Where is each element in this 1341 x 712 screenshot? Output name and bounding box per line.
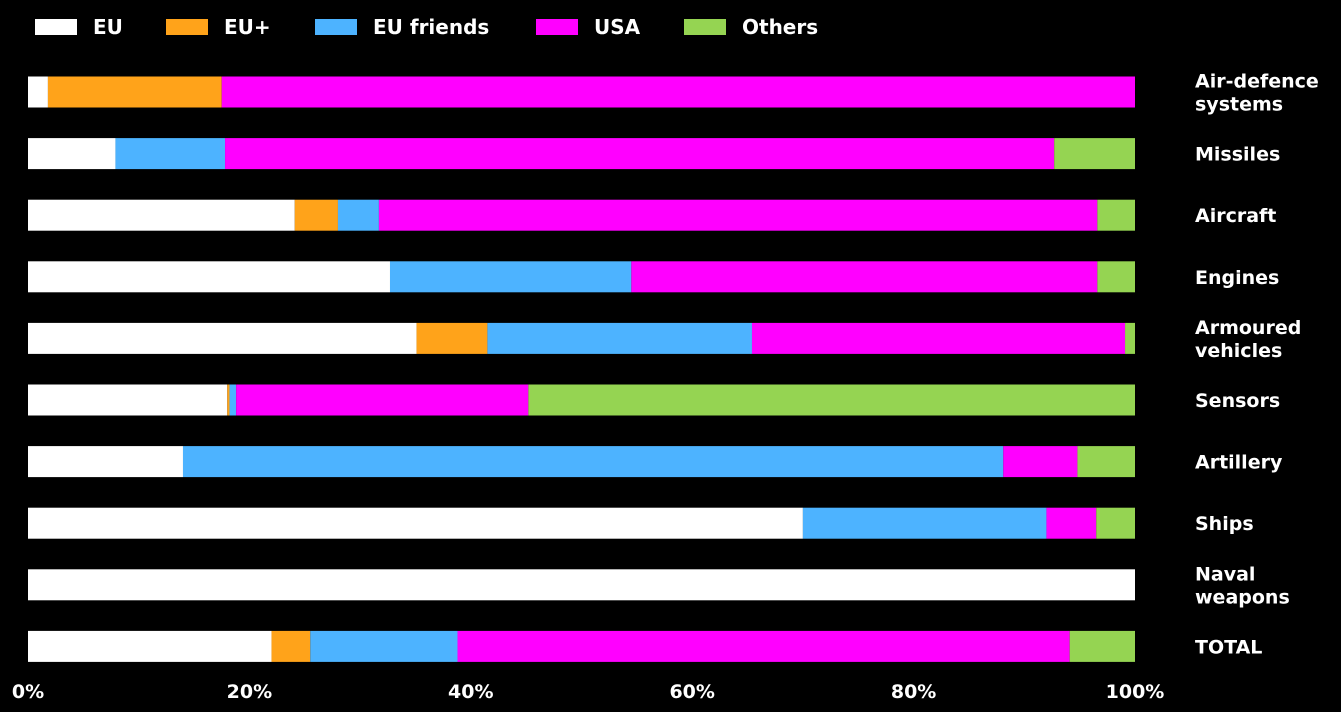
x-tick-label: 100% (1106, 681, 1165, 703)
bar-total-others (1069, 630, 1135, 662)
category-label-engines: Engines (1195, 267, 1279, 289)
category-label-artillery: Artillery (1195, 452, 1283, 474)
bar-row-engines (28, 261, 1135, 293)
bar-sensors-usa (236, 384, 529, 416)
category-label-ships: Ships (1195, 513, 1254, 535)
bar-naval-weapons-eu (28, 569, 1135, 601)
bar-total-eu (28, 630, 272, 662)
bar-row-artillery (28, 446, 1135, 478)
legend-label-usa: USA (594, 15, 641, 39)
category-label-line: Aircraft (1195, 205, 1276, 227)
category-label-line: Sensors (1195, 390, 1280, 412)
bar-artillery-others (1077, 446, 1135, 478)
legend-swatch-eu (35, 19, 77, 35)
x-axis-ticks: 0% 20% 40% 60% 80% 100% (12, 681, 1164, 703)
bar-row-armoured-vehicles (28, 322, 1135, 354)
category-label-air-defence-systems: Air-defence systems (1195, 71, 1319, 116)
bar-air-defence-systems-eu (47, 76, 222, 108)
legend-label-eu-friends: EU friends (373, 15, 489, 39)
legend-item-usa: USA (536, 15, 641, 39)
category-label-line: Engines (1195, 267, 1279, 289)
bar-engines-usa (631, 261, 1098, 293)
bar-aircraft-eu-friends (337, 199, 379, 231)
bar-sensors-eu-friends (229, 384, 237, 416)
legend-label-eu: EU+ (224, 15, 271, 39)
x-tick-label: 20% (227, 681, 272, 703)
bar-row-ships (28, 507, 1135, 539)
bar-air-defence-systems-usa (221, 76, 1136, 108)
bar-row-naval-weapons (28, 569, 1135, 601)
category-label-line: vehicles (1195, 340, 1282, 362)
bar-aircraft-eu (294, 199, 338, 231)
legend-label-eu: EU (93, 15, 123, 39)
category-label-line: TOTAL (1195, 636, 1262, 658)
category-labels: Air-defence systems Missiles Aircraft Engine… (1195, 71, 1319, 659)
legend-item-others: Others (684, 15, 818, 39)
category-label-armoured-vehicles: Armoured vehicles (1195, 317, 1301, 362)
bar-ships-others (1096, 507, 1135, 539)
bar-row-sensors (28, 384, 1135, 416)
bar-artillery-eu (28, 446, 183, 478)
legend-swatch-others (684, 19, 726, 35)
bar-missiles-eu (28, 138, 116, 170)
bar-total-eu (271, 630, 311, 662)
category-label-line: weapons (1195, 586, 1290, 608)
legend-label-others: Others (742, 15, 818, 39)
bar-row-total (28, 630, 1135, 662)
category-label-line: Naval (1195, 563, 1255, 585)
legend-swatch-eu-friends (315, 19, 357, 35)
bar-missiles-eu-friends (115, 138, 226, 170)
bar-missiles-usa (225, 138, 1055, 170)
category-label-line: Air-defence (1195, 71, 1319, 93)
legend: EU EU+ EU friends USA Others (35, 15, 818, 39)
category-label-line: Artillery (1195, 452, 1283, 474)
bar-armoured-vehicles-eu (416, 322, 488, 354)
x-tick-label: 40% (448, 681, 493, 703)
category-label-aircraft: Aircraft (1195, 205, 1276, 227)
bar-sensors-eu (28, 384, 228, 416)
bar-missiles-others (1054, 138, 1135, 170)
bar-armoured-vehicles-eu-friends (487, 322, 752, 354)
bar-aircraft-usa (378, 199, 1098, 231)
category-label-total: TOTAL (1195, 636, 1262, 658)
bar-engines-eu-friends (389, 261, 632, 293)
category-label-line: Missiles (1195, 144, 1280, 166)
bar-sensors-others (528, 384, 1135, 416)
bar-armoured-vehicles-usa (751, 322, 1126, 354)
legend-swatch-eu (166, 19, 208, 35)
x-tick-label: 60% (669, 681, 714, 703)
x-tick-label: 80% (891, 681, 936, 703)
bar-row-aircraft (28, 199, 1135, 231)
bar-ships-eu (28, 507, 803, 539)
bar-artillery-eu-friends (182, 446, 1004, 478)
bar-total-usa (457, 630, 1070, 662)
category-label-line: Armoured (1195, 317, 1301, 339)
bar-armoured-vehicles-eu (28, 322, 417, 354)
category-label-missiles: Missiles (1195, 144, 1280, 166)
bar-artillery-usa (1003, 446, 1078, 478)
bar-engines-eu (28, 261, 390, 293)
category-label-naval-weapons: Naval weapons (1195, 563, 1290, 608)
bar-air-defence-systems-eu (28, 76, 48, 108)
x-tick-label: 0% (12, 681, 44, 703)
legend-item-eu: EU+ (166, 15, 271, 39)
bar-sensors-eu (227, 384, 230, 416)
legend-item-eu-friends: EU friends (315, 15, 489, 39)
bar-aircraft-others (1097, 199, 1135, 231)
bar-engines-others (1097, 261, 1135, 293)
bar-ships-eu-friends (802, 507, 1047, 539)
legend-item-eu: EU (35, 15, 123, 39)
bar-aircraft-eu (28, 199, 295, 231)
category-label-sensors: Sensors (1195, 390, 1280, 412)
bar-row-air-defence-systems (28, 76, 1136, 108)
bar-row-missiles (28, 138, 1135, 170)
category-label-line: Ships (1195, 513, 1254, 535)
bar-total-eu-friends (310, 630, 458, 662)
legend-swatch-usa (536, 19, 578, 35)
bars (28, 76, 1136, 662)
bar-ships-usa (1046, 507, 1097, 539)
category-label-line: systems (1195, 94, 1283, 116)
bar-armoured-vehicles-others (1125, 322, 1135, 354)
